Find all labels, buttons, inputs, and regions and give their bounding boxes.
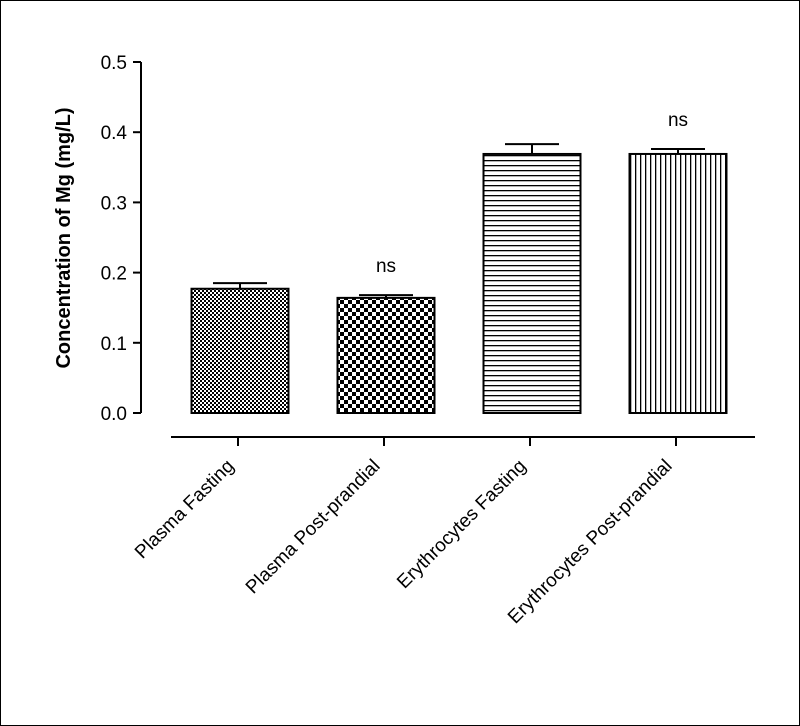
x-ticks: Plasma Fasting Plasma Post-prandial Erythr…: [131, 437, 677, 628]
bar: [336, 296, 436, 415]
y-tick-label: 0.0: [101, 404, 127, 425]
error-bars: [213, 143, 705, 298]
y-axis-title: Concentration of Mg (mg/L): [53, 107, 75, 368]
bar: [628, 152, 728, 414]
y-tick-label: 0.4: [101, 123, 128, 144]
x-tick-label: Erythrocytes Fasting: [393, 456, 530, 593]
bars: [190, 152, 728, 415]
x-tick-label: Plasma Post-prandial: [242, 456, 385, 599]
y-tick-label: 0.2: [101, 264, 127, 285]
significance-label: ns: [668, 110, 688, 131]
y-ticks: 0.0 0.1 0.2 0.3 0.4 0.5: [101, 53, 141, 425]
y-tick-label: 0.5: [101, 53, 127, 74]
bar: [190, 287, 290, 414]
x-tick-label: Plasma Fasting: [131, 456, 238, 563]
bar: [482, 152, 582, 414]
x-tick-label: Erythrocytes Post-prandial: [504, 456, 676, 628]
y-tick-label: 0.3: [101, 193, 127, 214]
y-tick-label: 0.1: [101, 334, 127, 355]
significance-label: ns: [376, 256, 396, 277]
significance-annotations: ns ns: [376, 110, 688, 277]
